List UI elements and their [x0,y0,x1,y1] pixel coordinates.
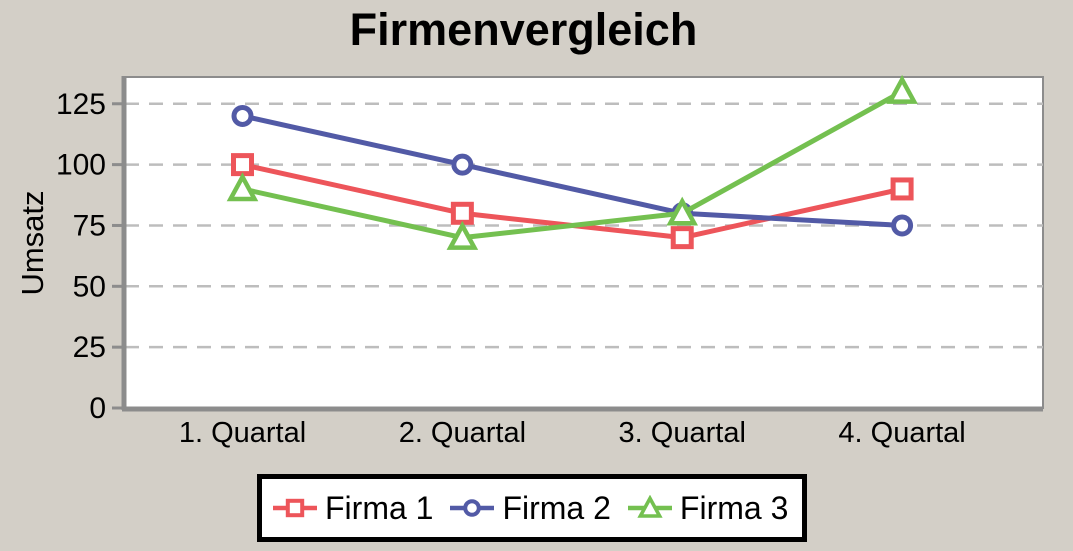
square-marker [890,177,914,201]
y-tick-label: 125 [56,88,106,121]
series-line-firma-3 [241,89,904,241]
square-legend-icon [273,498,317,518]
y-tick-label: 100 [56,149,106,182]
circle-legend-icon [450,499,495,517]
series-line-firma-2 [241,113,903,228]
circle-marker [231,104,254,127]
x-tick-label: 1. Quartal [179,417,306,449]
circle-marker [451,153,474,176]
square-marker [670,226,694,250]
circle-marker [891,214,914,237]
y-tick-label: 0 [89,392,106,425]
triangle-marker [886,74,918,104]
triangle-legend-icon [627,495,672,518]
legend-label: Firma 3 [679,489,789,526]
square-marker [450,201,474,225]
chart-title: Firmenvergleich [349,4,698,55]
y-tick-label: 50 [73,270,106,303]
legend-item-firma-2: Firma 2 [449,489,611,527]
x-tick-label: 2. Quartal [399,417,526,449]
legend-label: Firma 2 [502,489,611,526]
y-tick-label: 75 [73,209,106,242]
circle-marker [463,499,482,517]
x-tick-label: 4. Quartal [838,417,965,449]
square-marker [231,153,255,177]
y-tick-label: 25 [73,331,106,364]
legend-item-firma-3: Firma 3 [627,490,788,527]
legend: Firma 1 Firma 2 Firma 3 [257,474,808,542]
plot-background [124,76,1044,409]
x-tick-label: 3. Quartal [619,417,746,449]
triangle-marker [226,172,259,202]
legend-item-firma-1: Firma 1 [272,490,433,527]
legend-label: Firma 1 [325,489,434,526]
square-marker [285,498,305,518]
plot-area: 0 25 50 75 100 125 1. Quartal 2. Quartal 3. Quar… [56,74,1044,449]
triangle-marker [446,220,479,250]
triangle-marker [666,196,699,226]
triangle-marker [637,495,663,518]
